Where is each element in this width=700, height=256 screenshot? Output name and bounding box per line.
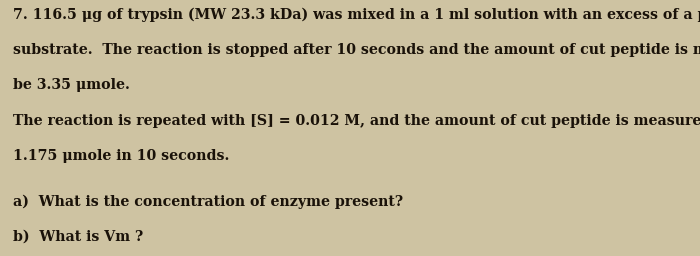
Text: 7. 116.5 μg of trypsin (MW 23.3 kDa) was mixed in a 1 ml solution with an excess: 7. 116.5 μg of trypsin (MW 23.3 kDa) was… — [13, 8, 700, 22]
Text: substrate.  The reaction is stopped after 10 seconds and the amount of cut pepti: substrate. The reaction is stopped after… — [13, 43, 700, 57]
Text: be 3.35 μmole.: be 3.35 μmole. — [13, 78, 130, 92]
Text: The reaction is repeated with [S] = 0.012 M, and the amount of cut peptide is me: The reaction is repeated with [S] = 0.01… — [13, 114, 700, 128]
Text: a)  What is the concentration of enzyme present?: a) What is the concentration of enzyme p… — [13, 195, 402, 209]
Text: 1.175 μmole in 10 seconds.: 1.175 μmole in 10 seconds. — [13, 149, 229, 163]
Text: b)  What is Vm ?: b) What is Vm ? — [13, 230, 143, 244]
